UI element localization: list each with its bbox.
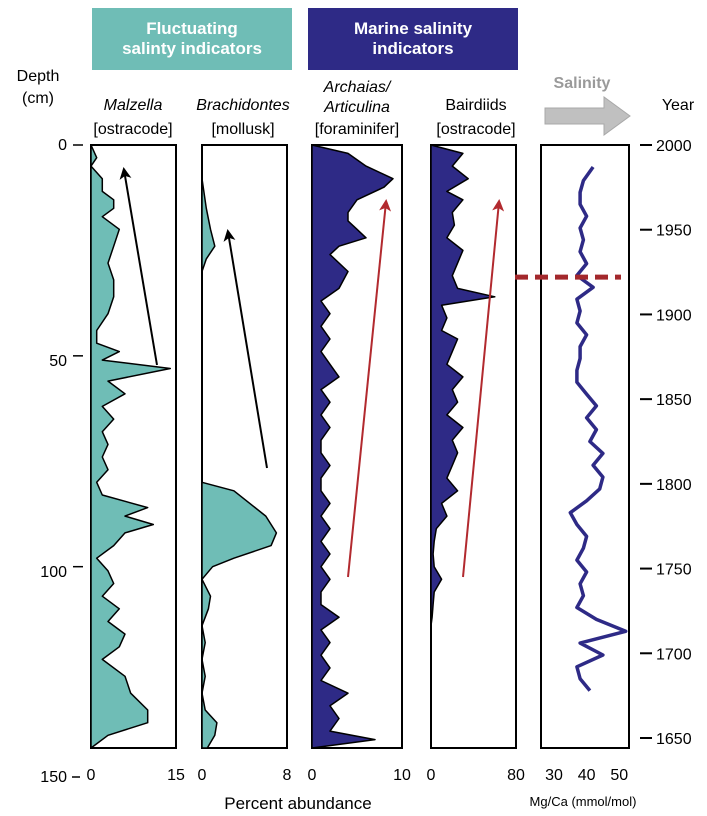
panel-0: 0 15 bbox=[87, 144, 185, 784]
panel-title-archaias: Archaias/Articulina bbox=[323, 79, 392, 116]
header-marine-indicators: Marine salinity indicators bbox=[308, 8, 518, 70]
panel-2: 0 10 bbox=[308, 144, 411, 784]
year-tick-label: 1700 bbox=[656, 646, 692, 663]
header-marine-text: Marine salinity indicators bbox=[353, 19, 473, 58]
depth-tick-label: 50 bbox=[49, 353, 67, 370]
year-tick-label: 2000 bbox=[656, 138, 692, 155]
x-tick-label: 30 bbox=[545, 767, 563, 784]
panel-subtitle-bairdiids: [ostracode] bbox=[436, 121, 515, 138]
mgca-panel: 30 40 50 Mg/Ca (mmol/mol) bbox=[515, 144, 637, 809]
x-tick-label: 8 bbox=[283, 767, 292, 784]
x-tick-label: 0 bbox=[427, 767, 436, 784]
abundance-area bbox=[201, 144, 278, 749]
depth-tick-label: 100 bbox=[40, 564, 67, 581]
x-tick-label: 40 bbox=[578, 767, 596, 784]
depth-tick-label: 0 bbox=[58, 137, 67, 154]
panel-subtitle-malzella: [ostracode] bbox=[93, 121, 172, 138]
depth-axis-title-line1: Depth bbox=[17, 68, 60, 85]
abundance-area bbox=[311, 144, 394, 749]
x-axis-title-percent: Percent abundance bbox=[224, 794, 371, 813]
header-fluctuating-indicators: Fluctuating salinty indicators bbox=[92, 8, 292, 70]
panel-frame bbox=[201, 144, 288, 749]
salinity-indicator: Salinity Year bbox=[544, 75, 695, 136]
trend-arrow-archaias bbox=[347, 199, 392, 578]
mgca-axis-title: Mg/Ca (mmol/mol) bbox=[530, 794, 637, 809]
abundance-area bbox=[430, 144, 496, 627]
panel-3: 0 80 bbox=[427, 144, 525, 784]
panel-frame bbox=[540, 144, 630, 749]
panel-title-brachidontes: Brachidontes bbox=[196, 97, 289, 114]
year-tick-label: 1900 bbox=[656, 307, 692, 324]
header-fluctuating-text: Fluctuating salinty indicators bbox=[122, 19, 262, 58]
x-tick-label: 15 bbox=[167, 767, 185, 784]
x-tick-label: 50 bbox=[610, 767, 628, 784]
mgca-series-line bbox=[568, 165, 628, 692]
year-tick-label: 1800 bbox=[656, 477, 692, 494]
year-axis: 2000 1950 1900 1850 1800 1750 1700 1650 bbox=[640, 138, 692, 748]
year-axis-title: Year bbox=[662, 97, 695, 114]
salinity-arrow-icon bbox=[544, 96, 631, 136]
x-tick-label: 80 bbox=[507, 767, 525, 784]
x-tick-label: 10 bbox=[393, 767, 411, 784]
trend-arrow-malzella bbox=[119, 167, 158, 366]
depth-axis: Depth (cm) 0 50 100 150 bbox=[17, 68, 80, 786]
trend-arrow-brachidontes bbox=[223, 229, 268, 469]
panel-title-archaias-line: Articulina bbox=[323, 99, 390, 116]
salinity-label: Salinity bbox=[554, 75, 611, 92]
year-tick-label: 1650 bbox=[656, 731, 692, 748]
panel-titles: Malzella [ostracode] Brachidontes [mollu… bbox=[93, 79, 515, 138]
year-tick-label: 1850 bbox=[656, 392, 692, 409]
panel-title-archaias-line: Archaias/ bbox=[323, 79, 392, 96]
year-tick-label: 1950 bbox=[656, 223, 692, 240]
panel-title-bairdiids: Bairdiids bbox=[445, 97, 506, 114]
x-tick-label: 0 bbox=[198, 767, 207, 784]
panel-title-malzella: Malzella bbox=[104, 97, 163, 114]
trend-arrow-bairdiids bbox=[462, 199, 505, 578]
panel-subtitle-brachidontes: [mollusk] bbox=[211, 121, 274, 138]
x-tick-label: 0 bbox=[87, 767, 96, 784]
panel-subtitle-archaias: [foraminifer] bbox=[315, 121, 399, 138]
trend-arrows bbox=[119, 167, 505, 578]
year-tick-label: 1750 bbox=[656, 562, 692, 579]
depth-tick-label: 150 bbox=[40, 769, 67, 786]
abundance-area bbox=[90, 144, 172, 749]
x-tick-label: 0 bbox=[308, 767, 317, 784]
depth-axis-title-line2: (cm) bbox=[22, 90, 54, 107]
